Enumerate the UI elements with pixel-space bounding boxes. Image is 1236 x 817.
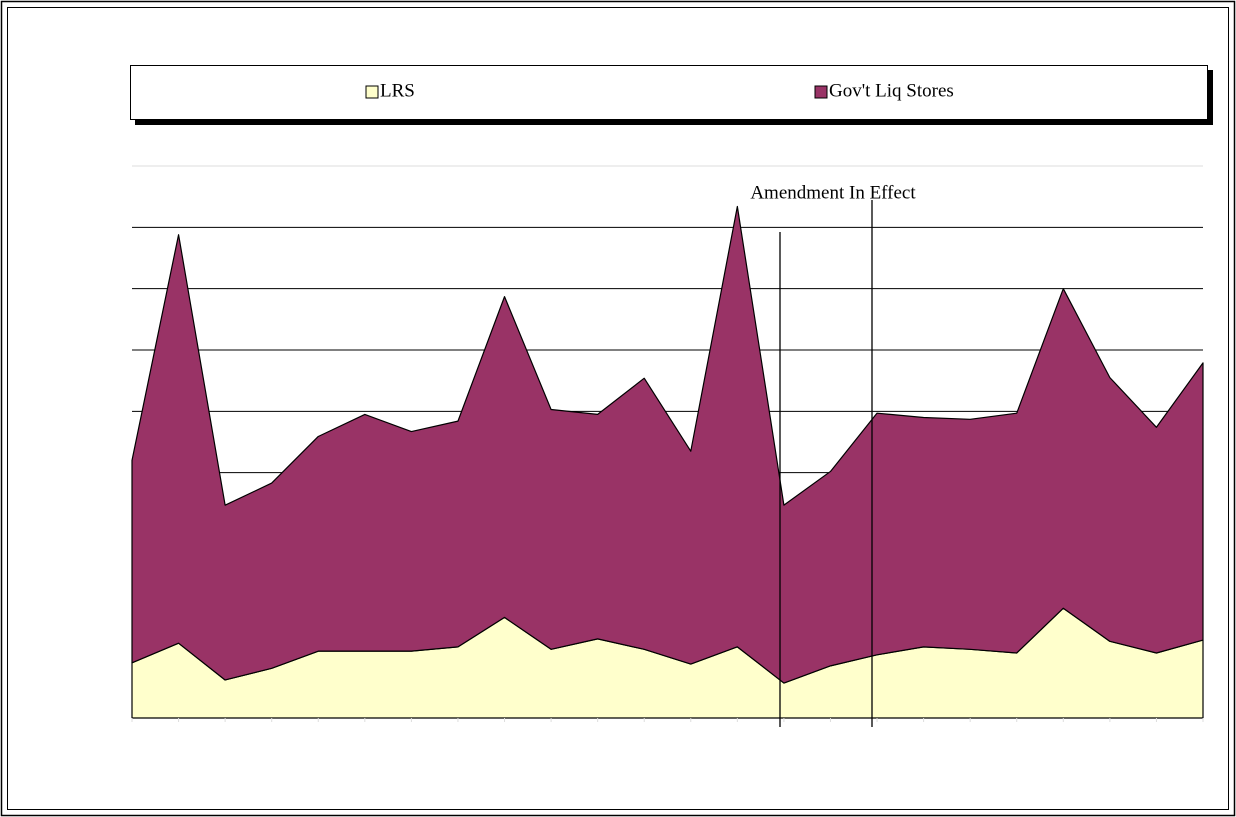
plot-area <box>131 165 1204 722</box>
legend: LRS Gov't Liq Stores <box>365 80 954 101</box>
legend-label: LRS <box>380 80 415 101</box>
annotation: Amendment In Effect <box>750 182 916 203</box>
inner-frame <box>7 7 1229 810</box>
legend-swatch <box>365 85 379 99</box>
legend-label: Gov't Liq Stores <box>829 80 954 101</box>
area <box>131 205 1204 684</box>
legend-swatch <box>814 85 828 99</box>
legend-box <box>130 65 1208 120</box>
